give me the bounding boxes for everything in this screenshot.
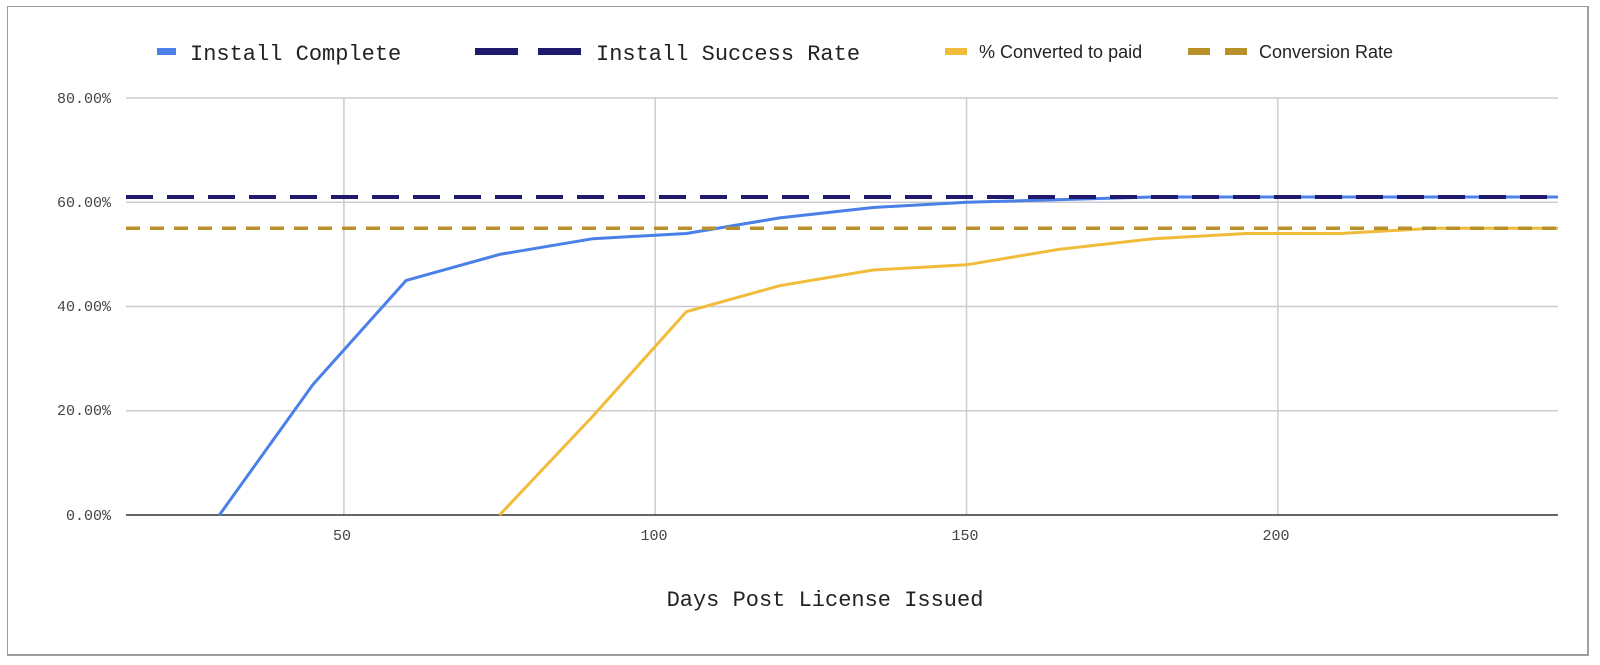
series-line-install-complete bbox=[218, 195, 1558, 516]
legend: Install Complete Install Success Rate % … bbox=[157, 42, 1393, 67]
legend-swatch-dashed-gold-1 bbox=[1188, 48, 1210, 55]
x-tick-label: 100 bbox=[640, 528, 667, 545]
y-tick-label: 20.00% bbox=[57, 403, 112, 420]
y-tick-label: 40.00% bbox=[57, 299, 112, 316]
x-tick-label: 150 bbox=[951, 528, 978, 545]
legend-label: % Converted to paid bbox=[979, 42, 1142, 62]
legend-item-install-success-rate[interactable]: Install Success Rate bbox=[475, 42, 860, 67]
legend-label: Conversion Rate bbox=[1259, 42, 1393, 62]
x-axis-labels: 50 100 150 200 bbox=[333, 528, 1290, 545]
x-tick-label: 50 bbox=[333, 528, 351, 545]
legend-item-converted-to-paid[interactable]: % Converted to paid bbox=[945, 42, 1142, 62]
y-tick-label: 0.00% bbox=[66, 508, 112, 525]
legend-item-conversion-rate[interactable]: Conversion Rate bbox=[1188, 42, 1393, 62]
y-tick-label: 80.00% bbox=[57, 91, 112, 108]
x-tick-label: 200 bbox=[1262, 528, 1289, 545]
chart-frame bbox=[7, 6, 1589, 656]
y-axis-labels: 80.00% 60.00% 40.00% 20.00% 0.00% bbox=[57, 91, 112, 525]
chart-series bbox=[126, 195, 1558, 517]
x-axis-title: Days Post License Issued bbox=[667, 588, 984, 613]
horizontal-gridlines bbox=[126, 97, 1558, 412]
series-line-converted-to-paid bbox=[498, 226, 1558, 517]
legend-swatch-dashed-navy-1 bbox=[475, 48, 518, 55]
legend-label: Install Complete bbox=[190, 42, 401, 67]
legend-swatch-dashed-navy-2 bbox=[538, 48, 581, 55]
vertical-gridlines bbox=[343, 98, 1279, 515]
legend-swatch-solid-yellow bbox=[945, 48, 967, 55]
y-tick-label: 60.00% bbox=[57, 195, 112, 212]
legend-swatch-dashed-gold-2 bbox=[1225, 48, 1247, 55]
legend-label: Install Success Rate bbox=[596, 42, 860, 67]
legend-item-install-complete[interactable]: Install Complete bbox=[157, 42, 401, 67]
legend-swatch-solid-blue bbox=[157, 48, 176, 55]
